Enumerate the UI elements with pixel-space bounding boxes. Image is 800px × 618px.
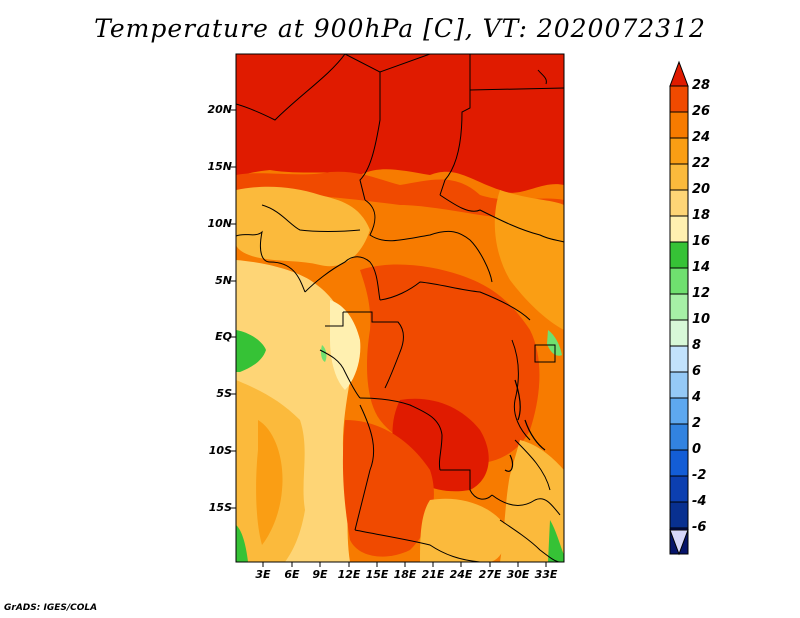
colorbar-bottom-arrow bbox=[669, 529, 689, 556]
colorbar-swatch bbox=[669, 501, 689, 529]
colorbar-label: 28 bbox=[692, 78, 711, 93]
lat-label-5n: 5N bbox=[215, 274, 232, 287]
map-frame bbox=[235, 53, 565, 563]
lon-label-21e: 21E bbox=[421, 568, 445, 581]
lat-label-10n: 10N bbox=[207, 217, 232, 230]
colorbar-swatch bbox=[669, 345, 689, 373]
colorbar-label: -4 bbox=[692, 494, 707, 509]
lon-label-15e: 15E bbox=[365, 568, 389, 581]
colorbar-label: 6 bbox=[692, 364, 702, 379]
footer-credit: GrADS: IGES/COLA bbox=[4, 603, 98, 613]
lon-label-12e: 12E bbox=[337, 568, 361, 581]
colorbar-swatch bbox=[669, 371, 689, 399]
colorbar-label: 2 bbox=[692, 416, 702, 431]
colorbar-swatch bbox=[669, 423, 689, 451]
colorbar bbox=[669, 60, 689, 556]
colorbar-swatch bbox=[669, 475, 689, 503]
colorbar-label: 8 bbox=[692, 338, 702, 353]
lon-label-9e: 9E bbox=[312, 568, 328, 581]
colorbar-label: 18 bbox=[692, 208, 711, 223]
map-title: Temperature at 900hPa [C], VT: 202007231… bbox=[94, 14, 706, 43]
colorbar-label: 4 bbox=[692, 390, 702, 405]
lat-label-10s: 10S bbox=[208, 444, 232, 457]
colorbar-label: 16 bbox=[692, 234, 711, 249]
colorbar-label: 12 bbox=[692, 286, 711, 301]
lat-label-15s: 15S bbox=[208, 501, 232, 514]
colorbar-swatch bbox=[669, 163, 689, 191]
lon-label-6e: 6E bbox=[284, 568, 300, 581]
colorbar-swatch bbox=[669, 293, 689, 321]
colorbar-top-arrow bbox=[669, 60, 689, 87]
colorbar-label: 26 bbox=[692, 104, 711, 119]
colorbar-label: -2 bbox=[692, 468, 707, 483]
colorbar-swatch bbox=[669, 319, 689, 347]
lon-label-3e: 3E bbox=[255, 568, 271, 581]
colorbar-label: 20 bbox=[692, 182, 711, 197]
lat-label-15n: 15N bbox=[207, 160, 232, 173]
country-borders bbox=[236, 54, 564, 562]
colorbar-swatch bbox=[669, 215, 689, 243]
lat-label-5s: 5S bbox=[216, 387, 232, 400]
colorbar-label: 10 bbox=[692, 312, 711, 327]
colorbar-swatch bbox=[669, 111, 689, 139]
lat-label-20n: 20N bbox=[207, 103, 232, 116]
lon-label-18e: 18E bbox=[393, 568, 417, 581]
colorbar-swatch bbox=[669, 85, 689, 113]
colorbar-swatch bbox=[669, 241, 689, 269]
lon-label-33e: 33E bbox=[534, 568, 558, 581]
colorbar-label: 14 bbox=[692, 260, 711, 275]
lon-label-27e: 27E bbox=[478, 568, 502, 581]
colorbar-swatch bbox=[669, 397, 689, 425]
lon-ticks bbox=[262, 562, 547, 567]
colorbar-label: 22 bbox=[692, 156, 711, 171]
temperature-field bbox=[236, 54, 564, 562]
lakes bbox=[504, 379, 546, 472]
colorbar-swatch bbox=[669, 137, 689, 165]
lat-label-eq: EQ bbox=[215, 330, 232, 343]
lat-ticks bbox=[231, 109, 236, 509]
lon-label-30e: 30E bbox=[506, 568, 530, 581]
colorbar-swatch bbox=[669, 189, 689, 217]
colorbar-label: 24 bbox=[692, 130, 711, 145]
colorbar-swatch bbox=[669, 449, 689, 477]
colorbar-label: 0 bbox=[692, 442, 702, 457]
lon-label-24e: 24E bbox=[449, 568, 473, 581]
colorbar-swatch bbox=[669, 267, 689, 295]
colorbar-label: -6 bbox=[692, 520, 707, 535]
